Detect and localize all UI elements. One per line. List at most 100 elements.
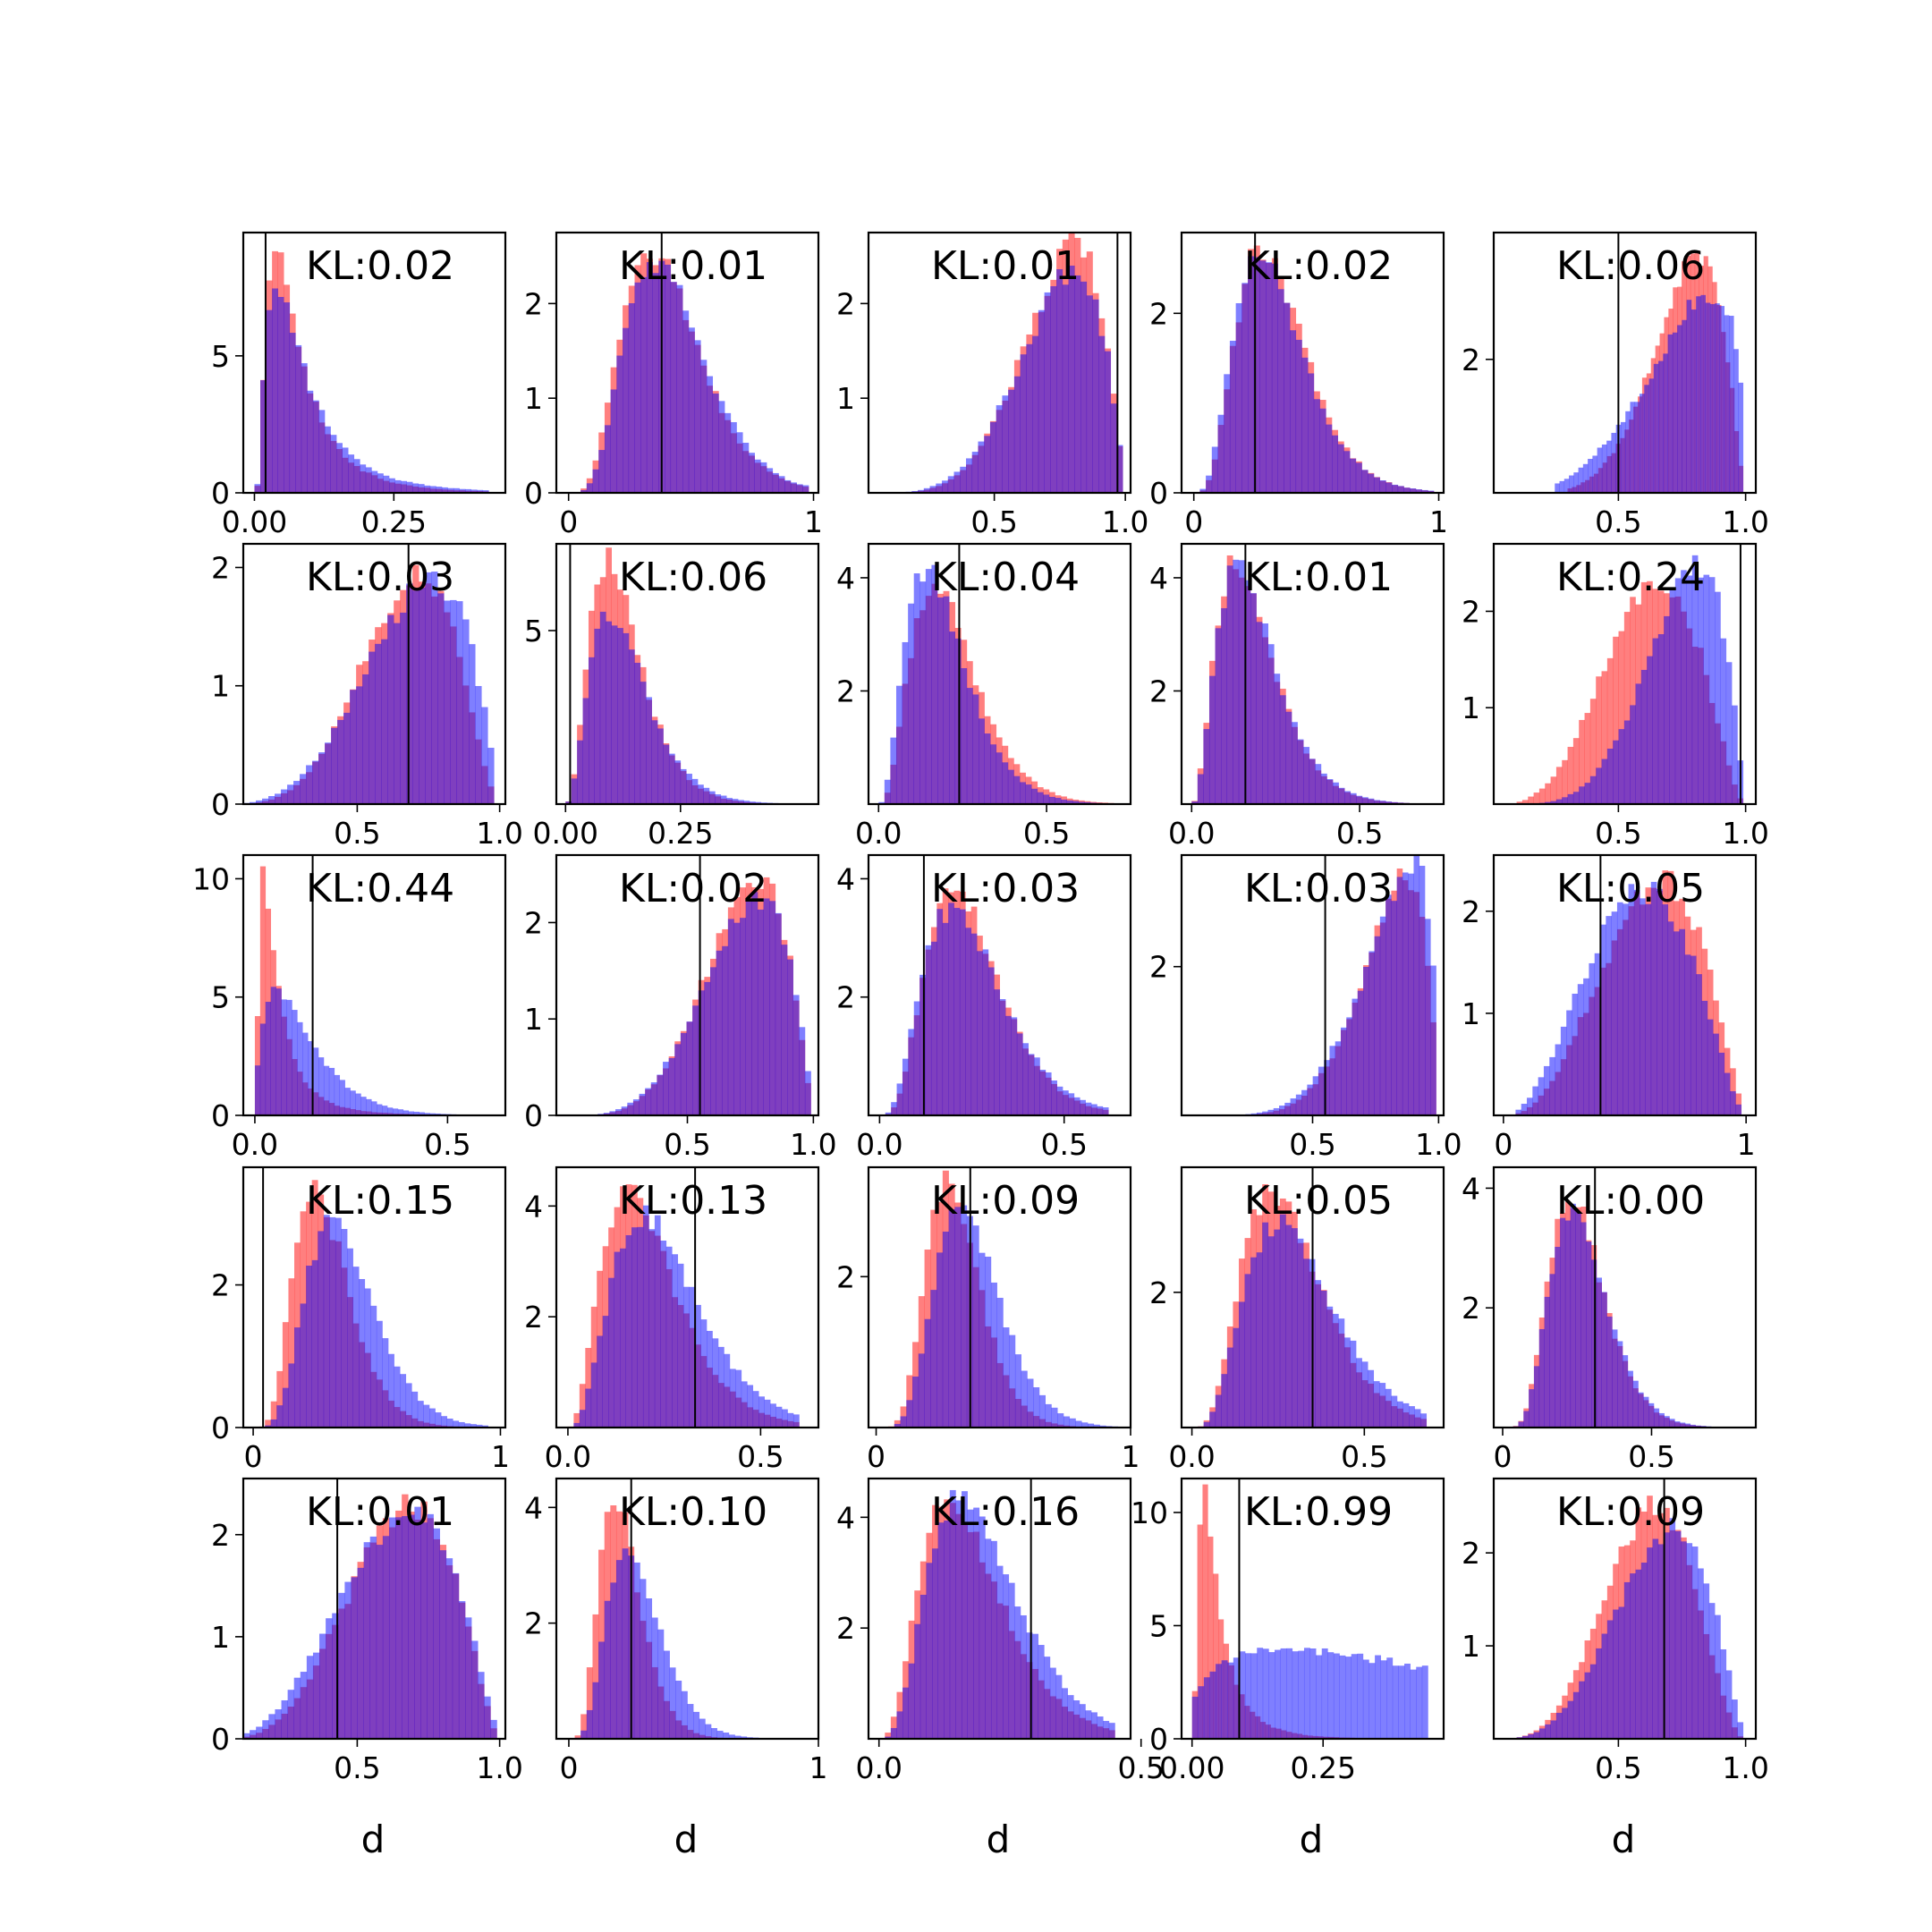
blue-bar	[1664, 1532, 1670, 1739]
blue-bar	[942, 922, 949, 1115]
blue-bar	[712, 1338, 719, 1428]
blue-bar	[1326, 424, 1333, 493]
blue-bar	[617, 628, 623, 804]
blue-bar	[456, 601, 463, 804]
red-bar	[1202, 1484, 1208, 1739]
blue-bar	[1312, 1076, 1319, 1115]
blue-bar	[700, 360, 708, 493]
blue-bar	[579, 1410, 586, 1428]
blue-bar	[676, 284, 683, 493]
blue-bar	[318, 752, 326, 804]
blue-bar	[1667, 334, 1674, 493]
blue-bar	[1630, 1573, 1636, 1739]
blue-bar	[1380, 1660, 1387, 1739]
blue-bar	[389, 478, 395, 493]
blue-bar	[747, 1385, 754, 1428]
blue-bar	[966, 458, 973, 493]
blue-bar	[1315, 1280, 1322, 1428]
subplot-r4c2: 0.0 0.5 2 4 KL:0.13	[524, 1165, 820, 1474]
histogram-bars-r2c5	[1516, 555, 1744, 804]
y-tick-label: 0	[211, 1411, 230, 1445]
red-bar	[276, 1370, 284, 1428]
blue-bar	[1633, 889, 1640, 1115]
blue-bar	[948, 1209, 955, 1428]
x-tick-label: 0.5	[1117, 1750, 1164, 1785]
blue-bar	[1549, 1274, 1555, 1428]
subplot-r3c4: 0.5 1.0 2 KL:0.03	[1149, 853, 1462, 1162]
blue-bar	[1241, 283, 1249, 493]
blue-bar	[1686, 300, 1692, 493]
histogram-bars-r3c4	[1211, 855, 1436, 1115]
blue-bar	[1708, 1603, 1716, 1739]
x-tick-label: 0.5	[334, 1750, 380, 1785]
blue-bar	[1080, 1099, 1086, 1115]
blue-bar	[790, 482, 797, 493]
x-axis-label-col3: d	[987, 1818, 1011, 1861]
blue-bar	[623, 632, 630, 804]
blue-bar	[932, 1548, 938, 1739]
blue-bar	[394, 623, 401, 804]
blue-bar	[306, 1266, 312, 1428]
blue-bar	[1063, 1090, 1069, 1115]
blue-bar	[1421, 1665, 1428, 1739]
blue-bar	[1239, 1651, 1246, 1739]
blue-bar	[1337, 444, 1344, 493]
blue-bar	[1410, 488, 1417, 493]
axes-frame	[1492, 853, 1758, 1117]
blue-bar	[918, 1353, 925, 1428]
y-tick-label: 5	[211, 339, 230, 374]
blue-bar	[1515, 1109, 1522, 1115]
blue-bar	[471, 1640, 479, 1739]
blue-bar	[1555, 799, 1563, 804]
axes-frame	[867, 1165, 1132, 1429]
blue-bar	[651, 1617, 658, 1739]
blue-bar	[329, 1216, 336, 1428]
blue-bar	[1596, 1277, 1602, 1428]
blue-bar	[344, 1088, 351, 1115]
blue-bar	[573, 1422, 580, 1428]
blue-bar	[1674, 1421, 1681, 1428]
blue-bar	[1221, 607, 1228, 804]
blue-bar	[674, 1044, 682, 1115]
blue-bar	[708, 791, 716, 804]
blue-bar	[382, 1536, 390, 1739]
blue-bar	[1379, 1383, 1386, 1428]
x-tick-label: 0.0	[855, 816, 902, 851]
blue-bar	[1713, 1033, 1719, 1115]
blue-bar	[452, 1572, 460, 1739]
blue-bar	[300, 1303, 307, 1428]
blue-bar	[663, 1650, 670, 1739]
kl-divergence-label: KL:0.03	[1244, 866, 1393, 911]
blue-bar	[1391, 1395, 1398, 1428]
blue-bar	[1209, 1671, 1216, 1739]
blue-bar	[1623, 720, 1631, 804]
blue-bar	[312, 760, 319, 804]
red-bar	[585, 1348, 592, 1428]
blue-bar	[1315, 764, 1322, 804]
blue-bar	[908, 1029, 915, 1115]
blue-bar	[634, 662, 641, 804]
blue-bar	[1078, 801, 1085, 804]
blue-bar	[1356, 1358, 1362, 1428]
blue-bar	[943, 596, 950, 804]
y-tick-label: 1	[524, 381, 543, 416]
blue-bar	[1674, 578, 1682, 804]
axes-frame	[242, 853, 507, 1117]
kl-divergence-label: KL:0.16	[931, 1489, 1080, 1535]
x-tick-label: 0	[559, 1750, 578, 1785]
blue-bar	[1009, 1335, 1016, 1428]
blue-bar	[1570, 1203, 1576, 1428]
blue-bar	[705, 1724, 712, 1739]
blue-bar	[1233, 1657, 1240, 1739]
blue-bar	[1340, 1027, 1347, 1115]
blue-bar	[628, 303, 635, 493]
blue-bar	[459, 488, 466, 493]
histogram-bars-r5c4	[1191, 1484, 1428, 1739]
subplot-r3c2: 0.5 1.0 0 1 2 KL:0.02	[524, 853, 837, 1162]
blue-bar	[1543, 1065, 1550, 1115]
blue-bar	[401, 480, 407, 493]
blue-bar	[1578, 467, 1584, 493]
blue-bar	[1319, 408, 1326, 493]
blue-bar	[1005, 1015, 1012, 1115]
subplot-r1c5: 0.5 1.0 2 KL:0.06	[1462, 231, 1769, 539]
